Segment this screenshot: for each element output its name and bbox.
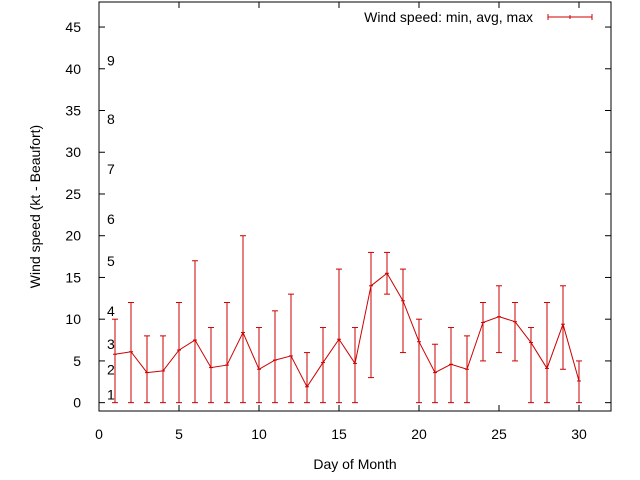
x-tick-label: 5: [175, 426, 183, 442]
x-tick-label: 30: [571, 426, 587, 442]
error-bar: [240, 235, 246, 404]
error-bar: [144, 335, 150, 404]
plot-area-frame: [98, 1, 612, 412]
y-tick-label: 5: [73, 353, 81, 369]
beaufort-label: 6: [107, 211, 115, 227]
error-bar: [560, 285, 566, 370]
beaufort-label: 3: [107, 336, 115, 352]
legend-entry-label: Wind speed: min, avg, max: [364, 9, 533, 25]
x-tick-label: 15: [331, 426, 347, 442]
y-tick-label: 10: [65, 311, 81, 327]
x-tick-label: 10: [251, 426, 267, 442]
y-tick-label: 40: [65, 61, 81, 77]
error-bar: [496, 285, 502, 354]
error-bar: [528, 327, 534, 404]
error-bar: [384, 251, 390, 295]
y-tick-label: 45: [65, 19, 81, 35]
beaufort-label: 4: [107, 303, 115, 319]
error-bar: [304, 352, 310, 404]
y-tick-label: 15: [65, 269, 81, 285]
error-bar: [448, 327, 454, 404]
x-tick-label: 25: [491, 426, 507, 442]
beaufort-label: 7: [107, 161, 115, 177]
y-tick-label: 0: [73, 395, 81, 411]
series-avg-line: [114, 272, 580, 388]
error-bar: [464, 335, 470, 404]
error-bar: [288, 293, 294, 404]
error-bar: [224, 301, 230, 404]
error-bar: [432, 343, 438, 404]
beaufort-label: 2: [107, 361, 115, 377]
y-tick-label: 35: [65, 103, 81, 119]
error-bar: [544, 301, 550, 404]
error-bar: [256, 327, 262, 404]
x-axis-title: Day of Month: [313, 456, 396, 472]
error-bar: [272, 310, 278, 404]
y-tick-label: 20: [65, 228, 81, 244]
error-bar: [480, 301, 486, 362]
y-tick-label: 30: [65, 144, 81, 160]
legend: Wind speed: min, avg, max: [364, 9, 593, 25]
x-tick-label: 0: [95, 426, 103, 442]
error-bar: [576, 360, 582, 404]
error-bar: [336, 268, 342, 404]
error-bar: [512, 301, 518, 362]
error-bar: [368, 251, 374, 379]
error-bar: [208, 327, 214, 404]
error-bar: [112, 318, 118, 404]
error-bar: [160, 335, 166, 404]
error-bar: [320, 327, 326, 404]
error-bar: [128, 301, 134, 404]
x-tick-label: 20: [411, 426, 427, 442]
error-bar: [416, 318, 422, 404]
error-bar: [400, 268, 406, 354]
beaufort-label: 9: [107, 52, 115, 68]
error-bar: [192, 260, 198, 404]
error-bar: [352, 327, 358, 404]
beaufort-label: 8: [107, 111, 115, 127]
beaufort-label: 5: [107, 253, 115, 269]
beaufort-label: 1: [107, 386, 115, 402]
y-tick-label: 25: [65, 186, 81, 202]
y-axis-title: Wind speed (kt - Beaufort): [27, 125, 43, 288]
error-bar: [176, 301, 182, 404]
